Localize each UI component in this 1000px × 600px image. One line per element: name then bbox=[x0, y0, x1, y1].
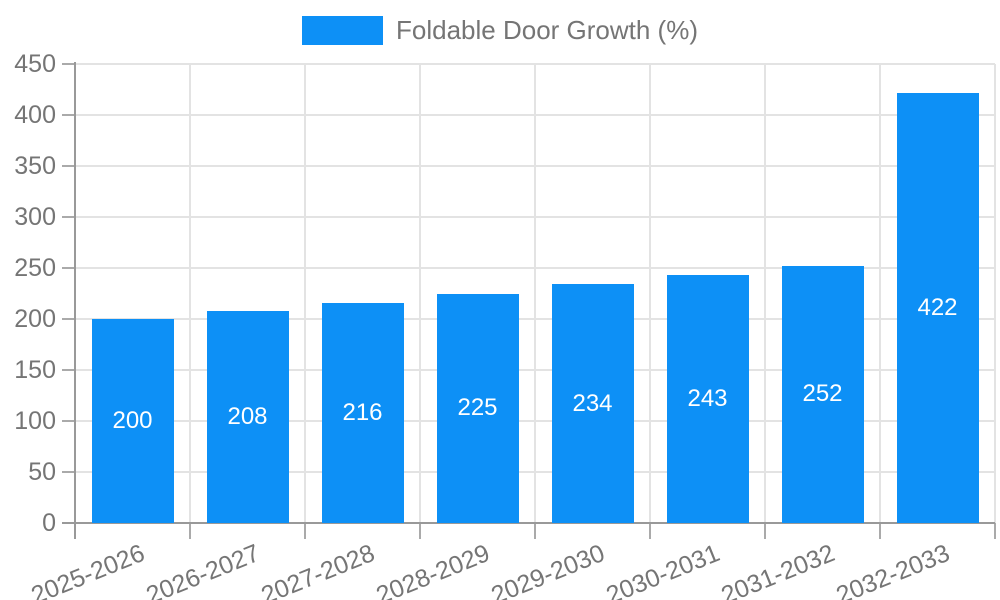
bar-2032-2033 bbox=[896, 92, 979, 523]
x-tick bbox=[304, 523, 306, 539]
y-tick bbox=[62, 471, 75, 473]
x-axis-label: 2025-2026 bbox=[27, 539, 149, 600]
bar-value-label: 208 bbox=[227, 402, 268, 430]
bar-2031-2032 bbox=[781, 265, 864, 523]
legend[interactable]: Foldable Door Growth (%) bbox=[302, 16, 698, 45]
bar-value-label: 243 bbox=[687, 385, 728, 413]
y-axis-line bbox=[74, 62, 76, 539]
x-axis-label: 2028-2029 bbox=[372, 539, 494, 600]
y-axis-label: 450 bbox=[14, 50, 56, 78]
bar-value-label: 234 bbox=[572, 389, 613, 417]
bar-value-label: 225 bbox=[457, 394, 498, 422]
x-tick bbox=[649, 523, 651, 539]
bar-value-label: 422 bbox=[917, 293, 958, 321]
y-axis-label: 250 bbox=[14, 254, 56, 282]
x-gridline bbox=[189, 64, 191, 523]
bar-2025-2026 bbox=[91, 319, 174, 523]
bar-2029-2030 bbox=[551, 284, 634, 523]
bar-2028-2029 bbox=[436, 293, 519, 523]
x-gridline bbox=[879, 64, 881, 523]
y-tick bbox=[62, 420, 75, 422]
y-tick bbox=[62, 63, 75, 65]
legend-swatch-icon bbox=[302, 16, 383, 45]
y-axis-label: 300 bbox=[14, 203, 56, 231]
x-tick bbox=[534, 523, 536, 539]
x-gridline bbox=[764, 64, 766, 523]
x-axis-label: 2029-2030 bbox=[487, 539, 609, 600]
y-axis-label: 150 bbox=[14, 356, 56, 384]
x-axis-label: 2032-2033 bbox=[832, 539, 954, 600]
y-axis-label: 400 bbox=[14, 101, 56, 129]
y-tick bbox=[62, 216, 75, 218]
y-axis-label: 0 bbox=[42, 509, 56, 537]
y-axis-label: 50 bbox=[28, 458, 56, 486]
y-axis-label: 200 bbox=[14, 305, 56, 333]
bar-value-label: 200 bbox=[112, 407, 153, 434]
x-tick bbox=[419, 523, 421, 539]
y-axis-label: 100 bbox=[14, 407, 56, 435]
bar-2026-2027 bbox=[206, 310, 289, 523]
x-gridline bbox=[534, 64, 536, 523]
x-tick bbox=[879, 523, 881, 539]
x-tick bbox=[764, 523, 766, 539]
bar-2027-2028 bbox=[321, 302, 404, 523]
y-tick bbox=[62, 165, 75, 167]
x-tick bbox=[994, 523, 996, 539]
bar-2030-2031 bbox=[666, 275, 749, 523]
x-gridline bbox=[419, 64, 421, 523]
y-tick bbox=[62, 369, 75, 371]
x-axis-line bbox=[62, 522, 995, 524]
x-axis-label: 2030-2031 bbox=[602, 539, 724, 600]
x-gridline bbox=[649, 64, 651, 523]
bar-value-label: 216 bbox=[342, 398, 383, 426]
x-tick bbox=[189, 523, 191, 539]
y-axis-label: 350 bbox=[14, 152, 56, 180]
x-gridline bbox=[994, 64, 996, 523]
y-tick bbox=[62, 318, 75, 320]
y-tick bbox=[62, 114, 75, 116]
x-axis-label: 2031-2032 bbox=[717, 539, 839, 600]
x-axis-label: 2026-2027 bbox=[142, 539, 264, 600]
y-tick bbox=[62, 267, 75, 269]
legend-label: Foldable Door Growth (%) bbox=[396, 15, 698, 45]
x-axis-label: 2027-2028 bbox=[257, 539, 379, 600]
x-gridline bbox=[304, 64, 306, 523]
bar-value-label: 252 bbox=[802, 380, 843, 408]
